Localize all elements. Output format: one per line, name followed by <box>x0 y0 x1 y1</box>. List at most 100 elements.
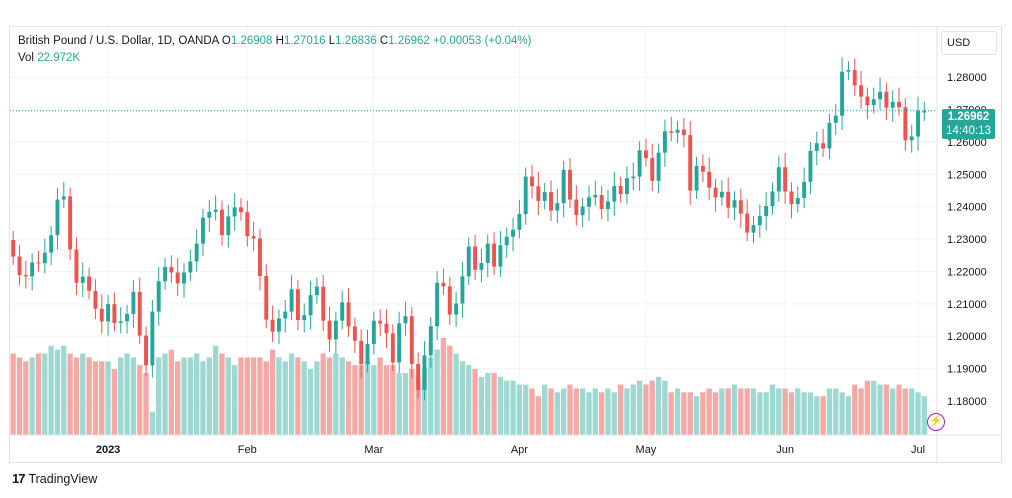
volume-bar <box>181 357 187 435</box>
candle-body <box>346 302 351 327</box>
candle-body <box>776 167 781 192</box>
ohlc-legend: British Pound / U.S. Dollar, 1D, OANDA O… <box>18 35 531 47</box>
candle-body <box>624 178 629 195</box>
time-tick-label: 2023 <box>96 444 120 456</box>
chart-frame[interactable] <box>9 26 1002 463</box>
candle-body <box>270 319 275 332</box>
volume-bar <box>92 361 99 435</box>
candle-body <box>821 143 826 149</box>
volume-bar <box>624 388 630 435</box>
candle-body <box>878 91 883 100</box>
candle-body <box>74 249 79 283</box>
candle-body <box>188 261 193 273</box>
candle-body <box>175 272 180 284</box>
volume-bar <box>902 388 909 435</box>
volume-bar <box>440 338 447 435</box>
candle-body <box>93 290 98 309</box>
candle-body <box>643 150 648 159</box>
volume-bar <box>307 369 314 435</box>
candle-body <box>289 289 294 312</box>
volume-bar <box>86 357 92 435</box>
volume-bar <box>194 353 200 435</box>
volume-bar <box>630 384 636 435</box>
candle-body <box>302 315 307 321</box>
candle-body <box>283 311 288 319</box>
volume-bar <box>162 353 168 435</box>
volume-bar <box>655 376 662 435</box>
candle-body <box>574 199 579 216</box>
volume-bar <box>42 353 48 435</box>
candle-body <box>890 101 895 108</box>
volume-bar <box>814 396 820 435</box>
candle-body <box>498 245 503 267</box>
volume-bar <box>674 388 681 435</box>
volume-bar <box>719 388 725 435</box>
volume-bar <box>377 357 383 435</box>
volume-bar <box>269 349 276 435</box>
volume-bar <box>48 345 54 435</box>
candle-body <box>707 171 712 188</box>
candle-body <box>441 282 446 287</box>
tradingview-brand[interactable]: 17 TradingView <box>12 471 97 486</box>
candle-body <box>194 243 199 262</box>
volume-label[interactable]: Vol <box>18 52 34 64</box>
candle-body <box>485 243 490 264</box>
volume-bar <box>776 388 782 435</box>
volume-bar <box>61 345 67 435</box>
volume-bar <box>409 369 415 435</box>
volume-bar <box>877 384 883 435</box>
candle-body <box>814 143 819 152</box>
symbol-title[interactable]: British Pound / U.S. Dollar, 1D, OANDA <box>18 35 219 47</box>
candle-body <box>536 186 541 201</box>
volume-bar <box>649 380 655 435</box>
candle-body <box>922 110 927 113</box>
volume-bar <box>118 357 124 435</box>
candle-body <box>795 197 800 205</box>
price-tick-label: 1.19000 <box>947 364 987 376</box>
volume-bar <box>257 357 263 435</box>
volume-bar <box>111 369 118 435</box>
candle-body <box>549 192 553 211</box>
volume-bar <box>99 361 105 435</box>
close-value: 1.26962 <box>388 35 430 47</box>
volume-bar <box>421 369 428 435</box>
candle-body <box>542 192 547 201</box>
volume-bar <box>396 372 402 435</box>
candle-body <box>897 101 901 108</box>
candle-body <box>257 238 262 277</box>
volume-bar <box>529 388 535 435</box>
candle-body <box>156 281 161 312</box>
candle-body <box>321 286 326 321</box>
volume-bar <box>573 388 579 435</box>
price-tick-label: 1.22000 <box>947 266 987 278</box>
candle-body <box>365 344 370 365</box>
candle-body <box>182 272 186 284</box>
volume-bar <box>143 372 149 435</box>
volume-bar <box>250 357 257 435</box>
candle-body <box>352 326 357 341</box>
price-tick-label: 1.24000 <box>947 202 987 214</box>
low-value: 1.26836 <box>335 35 377 47</box>
volume-bar <box>472 369 478 435</box>
volume-bar <box>156 357 162 435</box>
lightning-icon[interactable]: ⚡ <box>927 413 945 431</box>
price-tick-label: 1.26000 <box>947 137 987 149</box>
candle-body <box>618 185 623 195</box>
volume-bar <box>820 396 826 435</box>
volume-bar <box>29 357 35 435</box>
candle-body <box>492 243 497 267</box>
candle-body <box>226 216 231 236</box>
volume-bar <box>352 365 358 435</box>
volume-bar <box>523 384 529 435</box>
volume-bar <box>731 384 738 435</box>
candle-body <box>42 252 47 264</box>
volume-bar <box>725 388 731 435</box>
candle-body <box>884 91 889 108</box>
candle-body <box>631 176 636 179</box>
candle-body <box>163 266 167 282</box>
candle-body <box>827 122 832 149</box>
currency-button[interactable]: USD <box>941 31 997 55</box>
volume-bar <box>579 388 586 435</box>
volume-bar <box>225 357 231 435</box>
